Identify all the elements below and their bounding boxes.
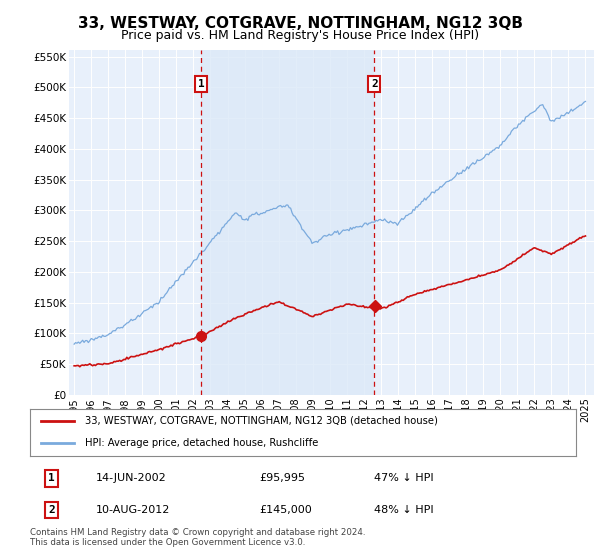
Text: 1: 1 <box>49 473 55 483</box>
Text: 2: 2 <box>371 79 377 89</box>
Text: 10-AUG-2012: 10-AUG-2012 <box>95 505 170 515</box>
Text: 48% ↓ HPI: 48% ↓ HPI <box>374 505 434 515</box>
Text: £95,995: £95,995 <box>259 473 305 483</box>
Text: 33, WESTWAY, COTGRAVE, NOTTINGHAM, NG12 3QB: 33, WESTWAY, COTGRAVE, NOTTINGHAM, NG12 … <box>77 16 523 31</box>
Text: 33, WESTWAY, COTGRAVE, NOTTINGHAM, NG12 3QB (detached house): 33, WESTWAY, COTGRAVE, NOTTINGHAM, NG12 … <box>85 416 437 426</box>
Text: 2: 2 <box>49 505 55 515</box>
Bar <box>201 50 374 395</box>
Text: £145,000: £145,000 <box>259 505 312 515</box>
Text: 47% ↓ HPI: 47% ↓ HPI <box>374 473 434 483</box>
Text: HPI: Average price, detached house, Rushcliffe: HPI: Average price, detached house, Rush… <box>85 438 318 448</box>
Text: 1: 1 <box>198 79 205 89</box>
Text: Contains HM Land Registry data © Crown copyright and database right 2024.
This d: Contains HM Land Registry data © Crown c… <box>30 528 365 547</box>
Text: Price paid vs. HM Land Registry's House Price Index (HPI): Price paid vs. HM Land Registry's House … <box>121 29 479 42</box>
Text: 14-JUN-2002: 14-JUN-2002 <box>95 473 166 483</box>
